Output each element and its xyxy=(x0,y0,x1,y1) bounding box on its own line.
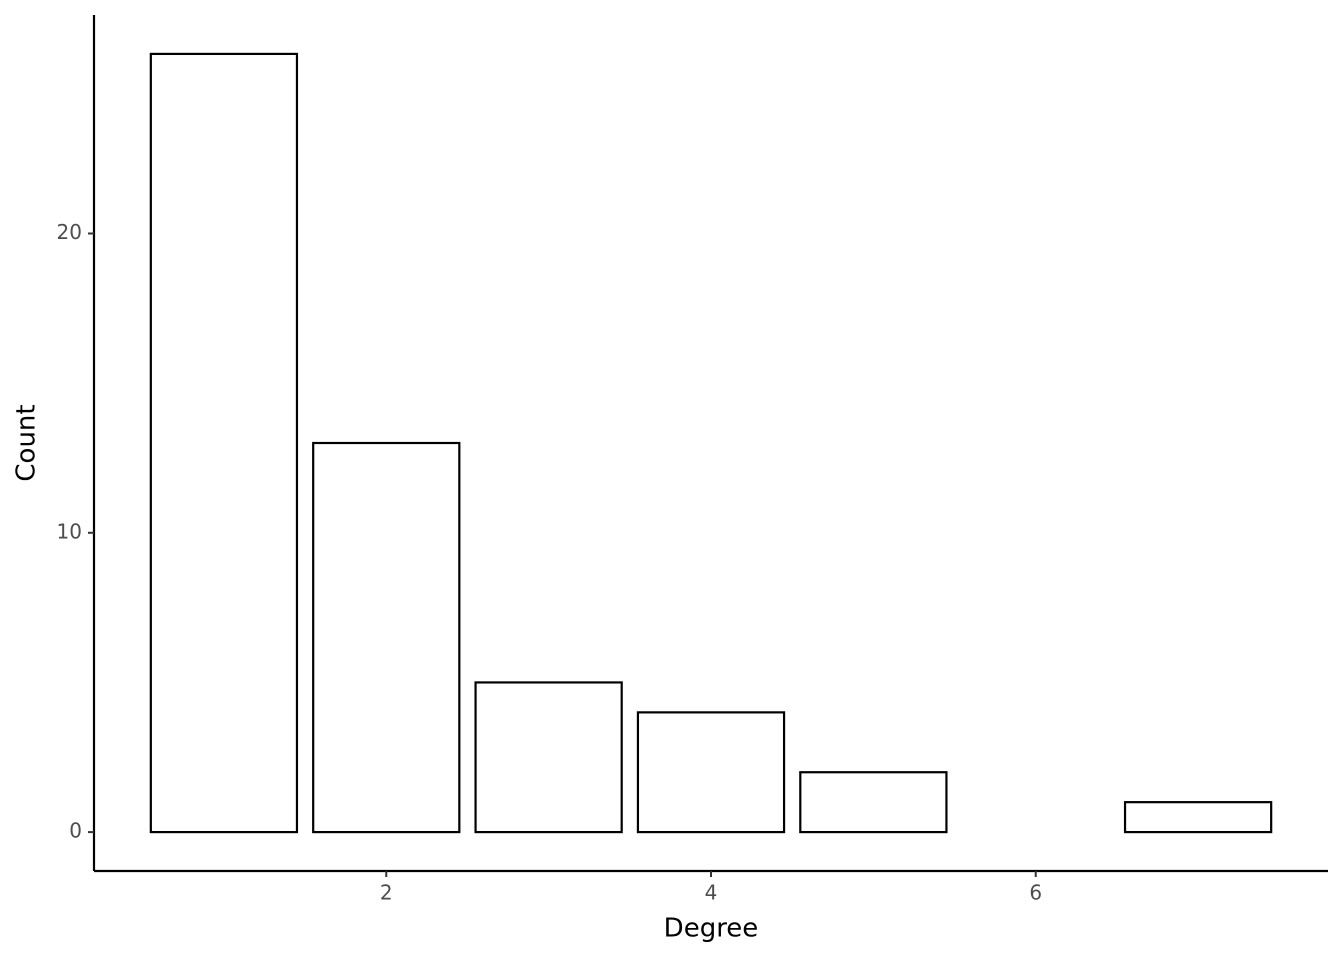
x-axis-title: Degree xyxy=(664,914,759,944)
y-tick-label: 20 xyxy=(57,220,82,244)
bar xyxy=(312,441,461,834)
y-tick-label: 0 xyxy=(69,819,82,843)
bar xyxy=(474,681,623,834)
x-tick-label: 2 xyxy=(380,881,393,905)
bar xyxy=(636,711,786,834)
y-axis-title: Count xyxy=(12,404,42,481)
x-tick-label: 4 xyxy=(705,881,718,905)
bar xyxy=(1123,801,1273,834)
bar xyxy=(149,52,299,834)
x-tick-label: 6 xyxy=(1029,881,1042,905)
bar xyxy=(799,771,948,834)
y-tick-label: 10 xyxy=(57,519,82,543)
